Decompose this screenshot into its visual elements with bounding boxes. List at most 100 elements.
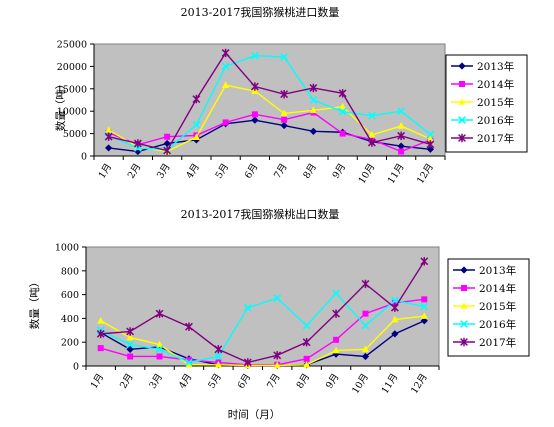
data-point xyxy=(309,106,317,114)
legend-label: 2013年 xyxy=(477,60,514,73)
data-point xyxy=(397,142,405,150)
data-point xyxy=(367,138,376,147)
data-point xyxy=(368,111,376,120)
data-point xyxy=(133,139,142,148)
legend-marker xyxy=(460,320,468,328)
series-line xyxy=(100,315,425,367)
data-point xyxy=(155,309,164,318)
data-point xyxy=(155,340,164,348)
data-point xyxy=(332,309,340,318)
data-point xyxy=(192,120,201,129)
series-line xyxy=(108,119,431,153)
data-point xyxy=(361,279,370,289)
data-point xyxy=(214,345,223,354)
data-point xyxy=(96,329,105,339)
data-point xyxy=(332,350,340,358)
series-line xyxy=(100,292,425,364)
y-axis-label: 数量（吨） xyxy=(28,277,41,330)
legend-label: 2015年 xyxy=(479,300,516,313)
legend-label: 2017年 xyxy=(477,132,514,145)
data-point xyxy=(309,83,318,93)
data-point xyxy=(368,131,376,138)
data-point xyxy=(420,257,429,266)
x-tick-label: 12月 xyxy=(415,162,436,186)
x-axis-label: 时间（月） xyxy=(228,408,281,421)
data-point xyxy=(398,148,405,155)
data-point xyxy=(126,327,135,336)
import-chart: 2013-2017我国猕猴桃进口数量 0 5000 10000 15000 20000 25… xyxy=(54,5,528,186)
data-point xyxy=(280,121,288,130)
plot-area xyxy=(93,43,446,157)
y-tick-label: 600 xyxy=(61,290,79,301)
data-point xyxy=(361,321,370,330)
series-line xyxy=(108,84,431,153)
x-tick-label: 6月 xyxy=(243,162,261,181)
x-tick-label: 4月 xyxy=(177,372,195,391)
data-point xyxy=(251,116,259,124)
data-point xyxy=(251,51,259,60)
legend-label: 2013年 xyxy=(479,264,516,277)
x-tick-label: 11月 xyxy=(386,162,407,186)
legend-marker xyxy=(458,98,466,105)
plot-area xyxy=(85,246,440,367)
legend: 2013年 2014年 2015年 2016年 2017年 xyxy=(447,258,530,357)
data-point xyxy=(391,296,399,305)
data-point xyxy=(426,135,434,142)
x-tick-label: 11月 xyxy=(380,372,401,396)
legend-marker xyxy=(458,116,466,124)
series-2017年 xyxy=(104,48,435,155)
data-point xyxy=(302,338,311,347)
data-point xyxy=(185,361,193,368)
data-point xyxy=(222,81,230,89)
x-tick-label: 10月 xyxy=(350,372,371,396)
legend-item: 2013年 xyxy=(453,264,516,277)
data-point xyxy=(426,130,435,139)
x-tick-label: 3月 xyxy=(148,372,166,391)
data-point xyxy=(421,296,428,303)
x-tick-label: 5月 xyxy=(206,372,224,391)
y-tick-label: 200 xyxy=(61,338,79,349)
data-point xyxy=(362,310,369,317)
legend-item: 2015年 xyxy=(453,300,516,313)
x-tick-label: 5月 xyxy=(214,162,232,181)
data-point xyxy=(97,316,105,324)
x-tick-label: 2月 xyxy=(118,372,136,391)
legend-marker xyxy=(460,337,468,347)
y-tick-label: 15000 xyxy=(57,84,87,95)
x-tick-label: 9月 xyxy=(324,372,342,391)
data-point xyxy=(332,289,340,298)
data-point xyxy=(105,144,113,152)
x-tick-label: 12月 xyxy=(409,372,430,396)
legend-label: 2014年 xyxy=(479,282,516,295)
chart-title: 2013-2017我国猕猴桃进口数量 xyxy=(181,5,340,19)
data-point xyxy=(105,126,113,133)
data-point xyxy=(250,82,259,91)
data-point xyxy=(397,122,405,129)
data-point xyxy=(97,345,104,352)
legend-item: 2016年 xyxy=(453,318,516,331)
y-tick-label: 10000 xyxy=(57,107,87,118)
legend-marker xyxy=(461,285,467,291)
legend-label: 2016年 xyxy=(479,318,516,331)
data-point xyxy=(332,346,340,354)
legend-label: 2017年 xyxy=(479,336,516,349)
data-point xyxy=(243,358,252,367)
data-point xyxy=(391,315,399,323)
series-line xyxy=(100,260,425,364)
data-point xyxy=(185,322,193,331)
legend-item: 2017年 xyxy=(453,336,516,349)
data-point xyxy=(126,340,134,349)
data-point xyxy=(192,133,200,140)
x-tick-label: 6月 xyxy=(236,372,254,391)
data-point xyxy=(309,96,318,104)
data-point xyxy=(127,353,134,360)
x-tick-label: 1月 xyxy=(89,372,107,391)
data-point xyxy=(303,355,310,362)
y-tick-label: 0 xyxy=(73,362,79,373)
legend-item: 2013年 xyxy=(451,60,514,73)
data-point xyxy=(420,312,428,319)
legend-marker xyxy=(460,302,468,309)
data-point xyxy=(164,133,171,140)
x-tick-label: 10月 xyxy=(357,162,378,186)
